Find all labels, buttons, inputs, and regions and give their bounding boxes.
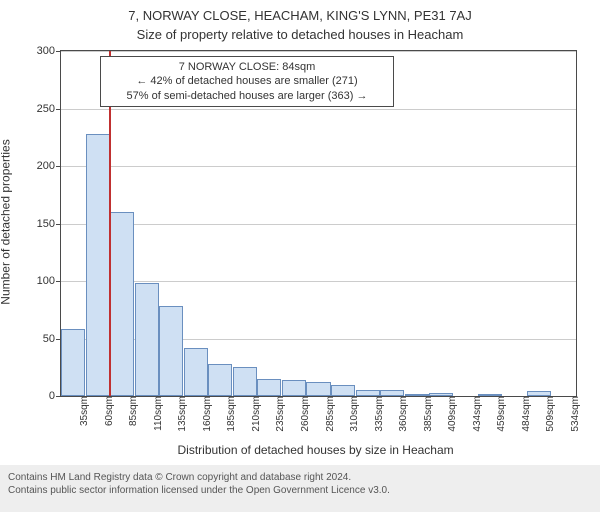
histogram-bar (257, 379, 281, 396)
xtick-label: 60sqm (102, 396, 115, 426)
histogram-bar (110, 212, 134, 396)
xtick-label: 110sqm (151, 396, 164, 431)
gridline (61, 281, 576, 282)
gridline (61, 51, 576, 52)
ytick-mark (56, 281, 61, 282)
xtick-label: 360sqm (396, 396, 409, 432)
xtick-label: 310sqm (347, 396, 360, 432)
ytick-mark (56, 51, 61, 52)
footer-line: Contains HM Land Registry data © Crown c… (8, 471, 592, 484)
ytick-mark (56, 166, 61, 167)
xtick-label: 434sqm (470, 396, 483, 432)
histogram-bar (331, 385, 355, 397)
histogram-bar (86, 134, 110, 396)
chart-frame: 7, NORWAY CLOSE, HEACHAM, KING'S LYNN, P… (0, 0, 600, 500)
xtick-label: 459sqm (494, 396, 507, 432)
histogram-bar (306, 382, 330, 396)
xtick-label: 409sqm (445, 396, 458, 432)
histogram-bar (208, 364, 232, 396)
histogram-bar (282, 380, 306, 396)
histogram-bar (184, 348, 208, 396)
chart-title-line2: Size of property relative to detached ho… (0, 23, 600, 46)
xtick-label: 285sqm (323, 396, 336, 432)
annot-line: 57% of semi-detached houses are larger (… (107, 89, 387, 103)
xtick-label: 210sqm (249, 396, 262, 432)
xtick-label: 335sqm (372, 396, 385, 432)
marker-annotation: 7 NORWAY CLOSE: 84sqm ← 42% of detached … (100, 56, 394, 107)
xtick-label: 235sqm (273, 396, 286, 432)
histogram-bar (233, 367, 257, 396)
xtick-label: 534sqm (568, 396, 581, 432)
footer-line: Contains public sector information licen… (8, 484, 592, 497)
annot-line: ← 42% of detached houses are smaller (27… (107, 74, 387, 88)
histogram-bar (159, 306, 183, 396)
xtick-label: 35sqm (77, 396, 90, 426)
gridline (61, 166, 576, 167)
xtick-label: 135sqm (175, 396, 188, 432)
x-axis-label: Distribution of detached houses by size … (178, 443, 454, 457)
xtick-label: 509sqm (543, 396, 556, 432)
histogram-bar (61, 329, 85, 396)
y-axis-label: Number of detached properties (0, 139, 13, 304)
gridline (61, 224, 576, 225)
ytick-mark (56, 224, 61, 225)
histogram-bar (135, 283, 159, 396)
xtick-label: 160sqm (200, 396, 213, 432)
ytick-mark (56, 396, 61, 397)
xtick-label: 85sqm (126, 396, 139, 426)
annot-line: 7 NORWAY CLOSE: 84sqm (107, 60, 387, 74)
xtick-label: 484sqm (519, 396, 532, 432)
ytick-mark (56, 109, 61, 110)
xtick-label: 185sqm (224, 396, 237, 432)
chart-title-line1: 7, NORWAY CLOSE, HEACHAM, KING'S LYNN, P… (0, 0, 600, 23)
xtick-label: 385sqm (421, 396, 434, 432)
xtick-label: 260sqm (298, 396, 311, 432)
attribution-footer: Contains HM Land Registry data © Crown c… (0, 465, 600, 512)
gridline (61, 109, 576, 110)
